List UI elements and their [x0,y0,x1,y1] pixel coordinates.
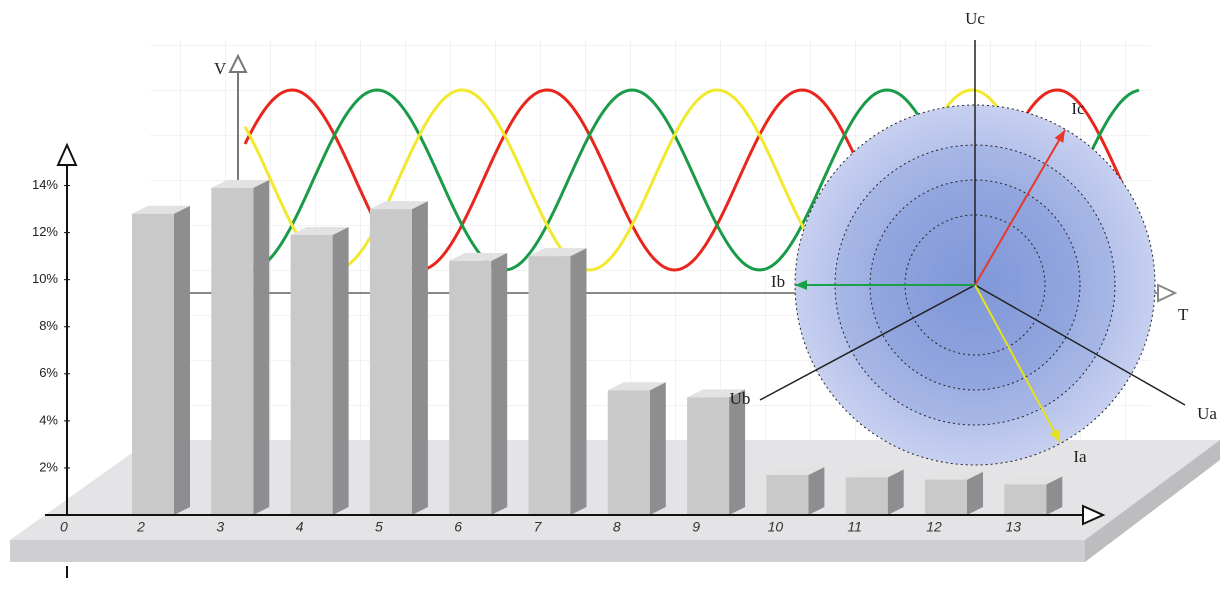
x-tick-label: 5 [375,519,383,535]
bar [370,209,412,515]
x-tick-label: 6 [454,519,462,535]
x-tick-label: 7 [534,519,543,535]
bar-side [650,382,666,515]
bar [608,390,650,515]
bar [846,477,888,515]
page: {"chart_data": {"type": "bar", "categori… [0,0,1230,596]
bar-side [412,201,428,515]
x-tick-label: 9 [692,519,700,535]
bar [291,235,333,515]
bar [925,480,967,515]
y-tick-label: 6% [39,365,58,380]
phasor-label: Ua [1197,404,1217,423]
bar [529,256,571,515]
phasor-label: Ia [1073,447,1087,466]
wave-x-label: T [1178,305,1189,324]
y-tick-label: 4% [39,412,58,427]
y-tick-label: 10% [32,271,58,286]
x-tick-label: 4 [296,519,304,535]
phasor-label: Uc [965,9,985,28]
x-tick-label: 2 [136,519,145,535]
bar [687,397,729,515]
phasor-label: Ic [1071,99,1085,118]
wave-x-arrow [1158,285,1175,301]
bar [449,261,491,515]
y-tick-label: 8% [39,318,58,333]
bar [1004,484,1046,515]
y-tick-label: 2% [39,459,58,474]
x-tick-label: 12 [926,519,942,535]
bar [132,214,174,515]
bar [766,475,808,515]
x-origin-label: 0 [60,519,68,535]
bar-side [253,180,269,515]
bar-side [729,389,745,515]
y-tick-label: 14% [32,177,58,192]
chart: V T 0 Uc Ua Ub Ia Ib Ic 2% 4% 6% 8% 10% 12% 14% 2 3 4 5… [0,0,1230,596]
x-tick-label: 13 [1006,519,1022,535]
bar-side [333,227,349,515]
wave-y-label: V [214,59,227,78]
bar-side [491,253,507,515]
bar-side [808,467,824,515]
y-tick-label: 12% [32,224,58,239]
y-axis-arrow [58,145,76,165]
bar [211,188,253,515]
x-tick-label: 10 [768,519,784,535]
x-tick-label: 3 [216,519,224,535]
phasor-label: Ub [730,389,751,408]
bar-side [888,469,904,515]
x-tick-label: 8 [613,519,621,535]
bar-side [174,206,190,515]
bar-side [571,248,587,515]
x-tick-label: 11 [847,519,862,535]
phasor-label: Ib [771,272,785,291]
